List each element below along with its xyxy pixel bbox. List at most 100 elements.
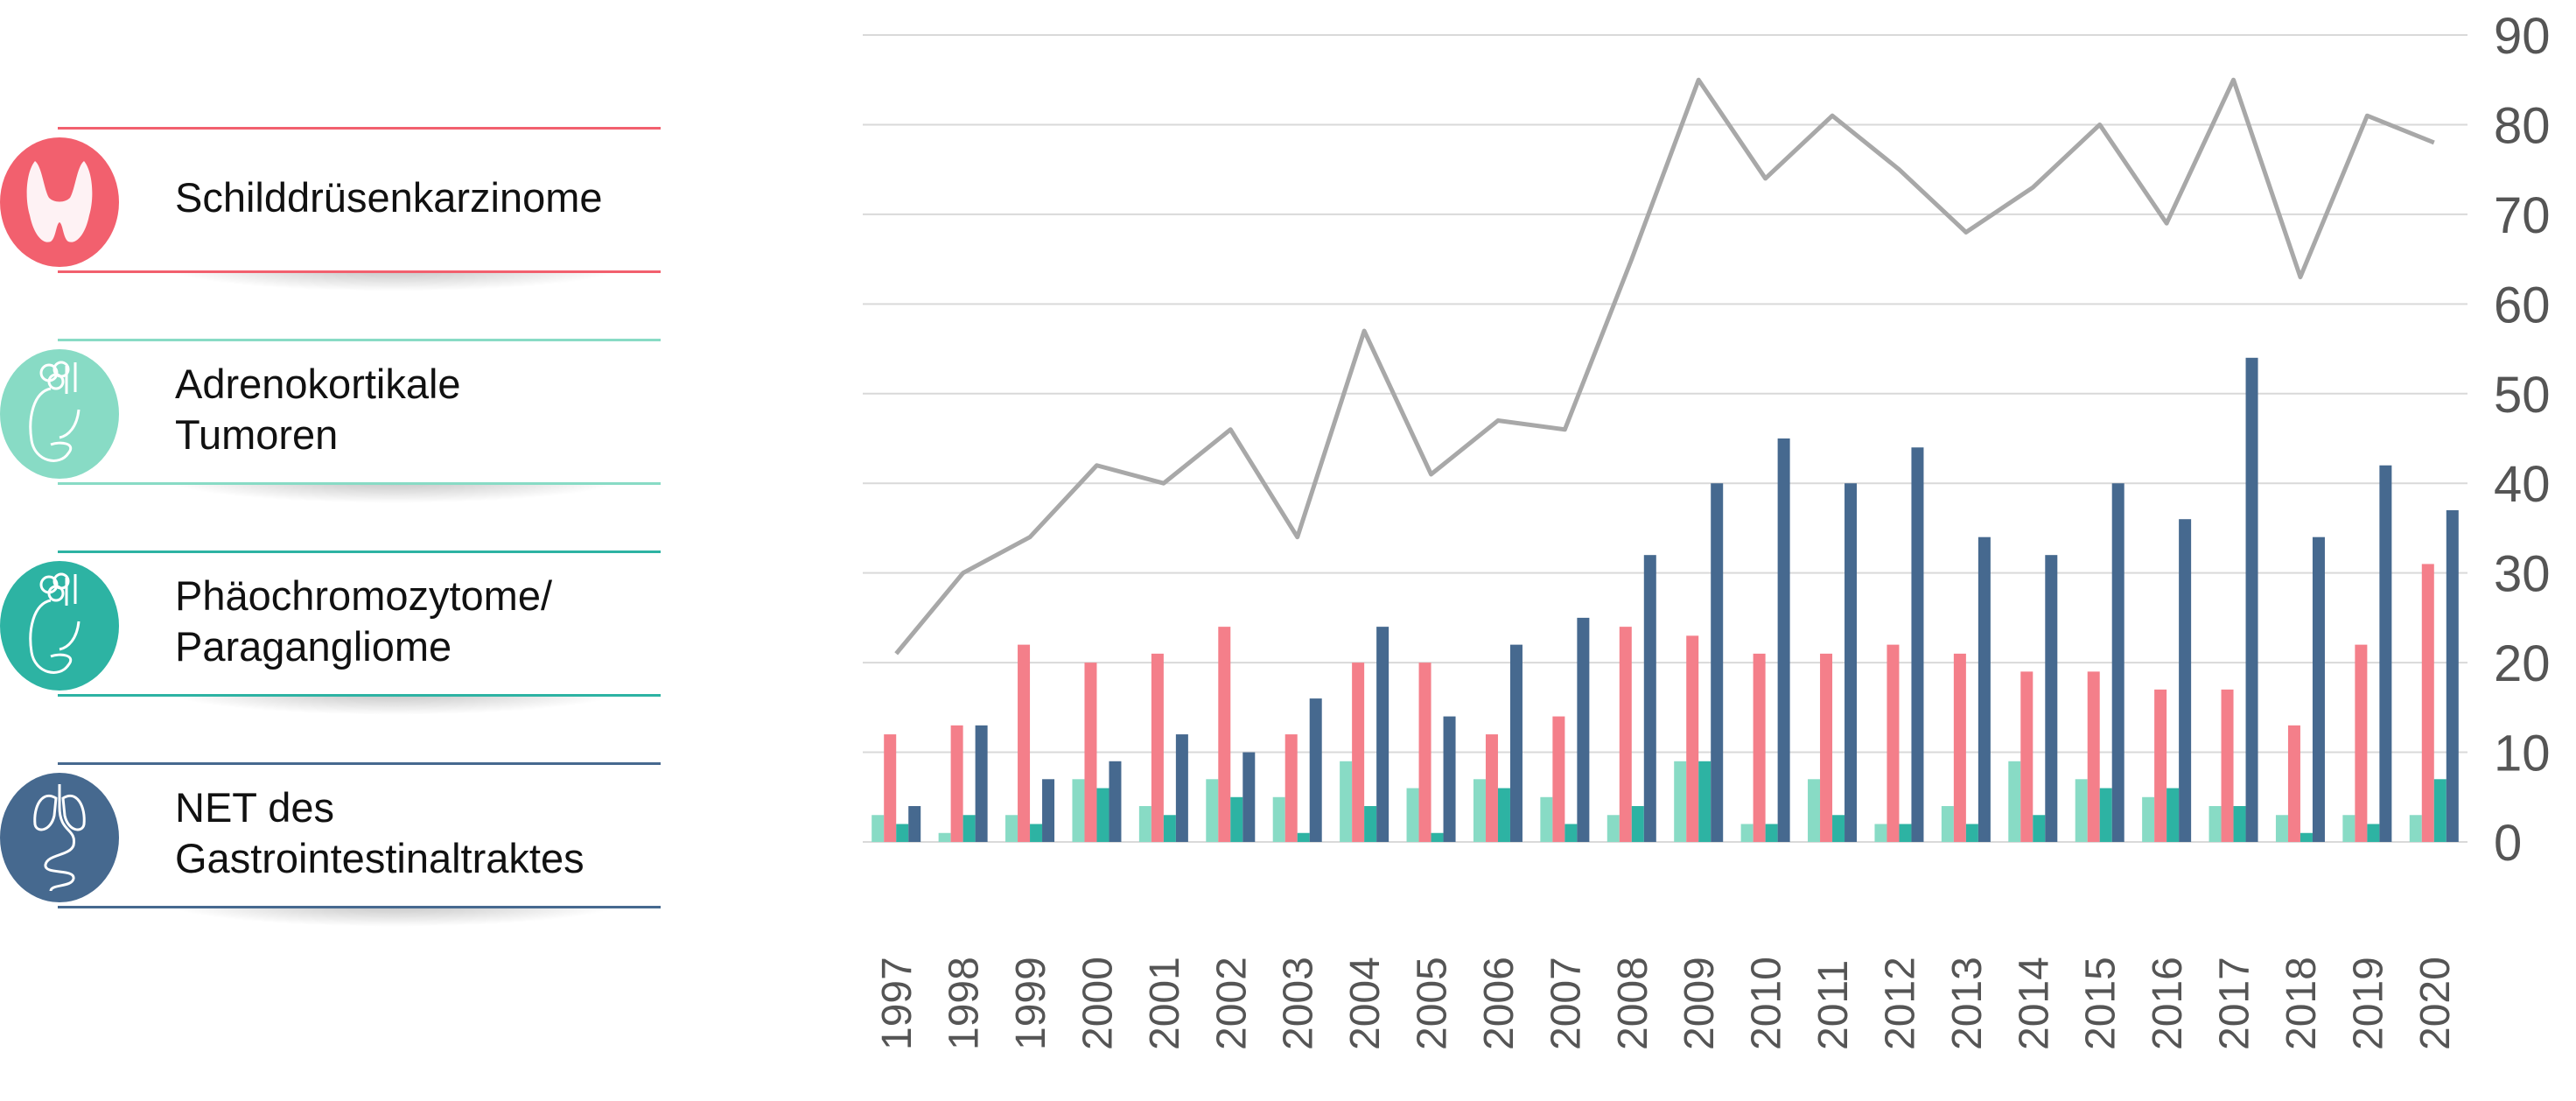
x-tick-label: 2003 [1276, 957, 1322, 1050]
bar [1018, 644, 1031, 842]
x-tick-label: 2016 [2145, 957, 2191, 1050]
bar [2275, 815, 2288, 842]
legend-band [58, 127, 661, 273]
bar [1941, 806, 1954, 842]
y-tick-label: 70 [2494, 187, 2551, 244]
x-tick-label: 1999 [1008, 957, 1054, 1050]
bar [2300, 832, 2313, 842]
bar [872, 815, 885, 842]
bar [1272, 796, 1285, 842]
x-tick-label: 2014 [2011, 957, 2057, 1050]
bar [2245, 357, 2258, 842]
bar [2008, 761, 2021, 842]
bar [1552, 716, 1565, 842]
bar [1096, 788, 1110, 842]
y-tick-label: 0 [2494, 815, 2522, 872]
bar [1631, 806, 1644, 842]
bar [2379, 465, 2392, 842]
bar [1352, 663, 1365, 842]
adrenal-kidney-icon [0, 561, 119, 691]
bar [1242, 752, 1256, 842]
bar [2154, 689, 2167, 842]
legend-item: Schilddrüsenkarzinome [0, 127, 665, 291]
bar [975, 725, 988, 842]
bar [1005, 815, 1018, 842]
legend-label: NET des Gastrointestinaltraktes [175, 783, 584, 881]
x-tick-label: 2017 [2212, 957, 2258, 1050]
bar [1151, 653, 1164, 842]
bar [1564, 824, 1578, 842]
bar [1740, 824, 1754, 842]
x-tick-label: 2000 [1074, 957, 1121, 1050]
bar [1874, 824, 1887, 842]
bar [2433, 779, 2446, 842]
x-tick-label: 1997 [874, 957, 920, 1050]
bar [1297, 832, 1310, 842]
bar [2045, 555, 2058, 842]
legend-band [58, 762, 661, 908]
total-line [894, 77, 2435, 656]
x-tick-label: 2006 [1476, 957, 1522, 1050]
bar [1606, 815, 1620, 842]
y-tick-label: 60 [2494, 277, 2551, 333]
bar [1711, 483, 1724, 842]
bar [1619, 627, 1632, 842]
y-tick-label: 30 [2494, 546, 2551, 603]
bar [1340, 761, 1353, 842]
bar [1072, 779, 1085, 842]
x-tick-label: 2001 [1142, 957, 1188, 1050]
bar [1698, 761, 1712, 842]
bar [1820, 653, 1833, 842]
legend-band [58, 339, 661, 485]
bar [2179, 519, 2192, 842]
bar [1418, 663, 1432, 842]
x-tick-label: 2009 [1676, 957, 1723, 1050]
bar [2342, 815, 2356, 842]
bar [1473, 779, 1486, 842]
y-tick-label: 10 [2494, 726, 2551, 782]
y-tick-label: 50 [2494, 367, 2551, 424]
x-tick-label: 2002 [1208, 957, 1255, 1050]
bar [1643, 555, 1656, 842]
x-tick-label: 2011 [1810, 960, 1857, 1050]
bar [950, 725, 963, 842]
x-tick-label: 2018 [2278, 957, 2325, 1050]
x-tick-label: 2007 [1543, 957, 1589, 1050]
bar [1832, 815, 1845, 842]
x-tick-label: 2012 [1877, 957, 1923, 1050]
bar [2208, 806, 2222, 842]
bar [1284, 734, 1298, 842]
x-tick-label: 2013 [1944, 957, 1991, 1050]
y-tick-label: 40 [2494, 456, 2551, 513]
bar [1230, 796, 1243, 842]
legend-item: NET des Gastrointestinaltraktes [0, 762, 665, 927]
x-tick-label: 2010 [1744, 957, 1790, 1050]
bar [1899, 824, 1912, 842]
bar [1686, 635, 1699, 842]
bar [908, 806, 921, 842]
bar [1953, 653, 1966, 842]
bar [2233, 806, 2246, 842]
bar [1911, 447, 1924, 842]
bar [1674, 761, 1687, 842]
bar [2075, 779, 2088, 842]
bar [1376, 627, 1390, 842]
legend-label: Phäochromozytome/ Paragangliome [175, 572, 553, 670]
bar [2099, 788, 2112, 842]
bar [2087, 671, 2100, 842]
y-tick-label: 80 [2494, 97, 2551, 154]
bar [1030, 824, 1043, 842]
bar [1753, 653, 1766, 842]
bar [1175, 734, 1188, 842]
legend-item: Adrenokortikale Tumoren [0, 339, 665, 503]
bar [884, 734, 897, 842]
bar [1206, 779, 1219, 842]
bar [896, 824, 909, 842]
x-tick-label: 2019 [2345, 957, 2391, 1050]
bar [2287, 725, 2300, 842]
x-tick-label: 2015 [2078, 957, 2124, 1050]
bar [1808, 779, 1821, 842]
bar [1844, 483, 1858, 842]
bar [1485, 734, 1498, 842]
